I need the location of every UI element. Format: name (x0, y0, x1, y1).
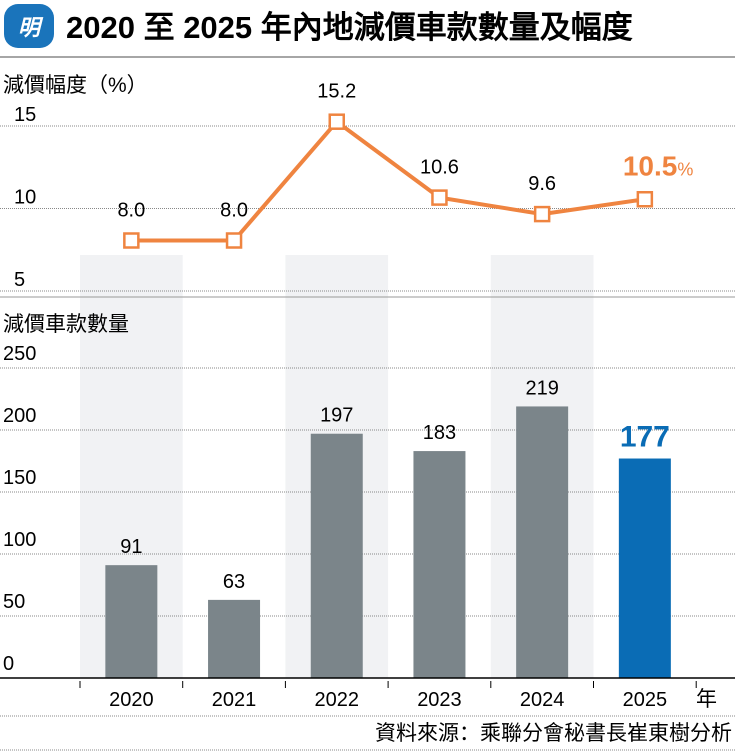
line-value-label: 15.2 (317, 81, 356, 103)
line-value-label: 10.5% (623, 150, 694, 181)
x-tick-label: 2021 (212, 689, 257, 711)
line-value-label: 8.0 (117, 200, 145, 222)
line-marker (533, 205, 551, 223)
x-tick-label: 2023 (417, 689, 462, 711)
bar-value-label: 91 (120, 536, 142, 558)
y-tick-label: 0 (3, 653, 14, 675)
bar (208, 599, 261, 678)
x-tick-label: 2025 (623, 689, 668, 711)
y-tick-label: 5 (14, 269, 25, 291)
bar-chart-title: 減價車款數量 (3, 313, 129, 336)
y-tick-label: 100 (3, 529, 36, 551)
chart-title: 2020 至 2025 年內地減價車款數量及幅度 (66, 10, 633, 45)
line-marker (328, 113, 345, 130)
x-tick-label: 2024 (520, 689, 565, 711)
y-tick-label: 150 (3, 467, 36, 489)
line-chart-title: 減價幅度（%） (3, 74, 148, 97)
percent-suffix: % (677, 159, 693, 179)
logo-text: 明 (18, 15, 44, 40)
y-tick-label: 15 (14, 104, 36, 126)
x-tick-label: 2020 (109, 689, 154, 711)
y-tick-label: 250 (3, 343, 36, 365)
line-marker (636, 191, 654, 208)
x-axis-label: 年 (696, 688, 717, 711)
bar (310, 433, 363, 678)
bar-value-label: 219 (525, 377, 558, 399)
bar (618, 458, 671, 678)
y-tick-label: 200 (3, 405, 36, 427)
bar (413, 451, 466, 678)
y-tick-label: 10 (14, 187, 36, 209)
line-value-label: 9.6 (528, 173, 556, 195)
source-note: 資料來源：乘聯分會秘書長崔東樹分析 (375, 722, 732, 745)
logo-icon (4, 4, 54, 48)
line-value-label: 8.0 (220, 200, 248, 222)
y-tick-label: 50 (3, 591, 25, 613)
x-tick-label: 2022 (315, 689, 360, 711)
bar-value-label: 183 (423, 422, 456, 444)
bar (105, 565, 158, 678)
bar-value-label: 197 (320, 405, 353, 427)
bar-value-label: 177 (620, 421, 670, 454)
line-marker (225, 232, 243, 249)
line-series (131, 118, 646, 243)
line-marker (431, 189, 448, 206)
value: 10.5 (623, 150, 678, 181)
bar-value-label: 63 (223, 571, 245, 593)
line-marker (123, 232, 140, 249)
bar (516, 406, 569, 678)
line-value-label: 10.6 (420, 157, 459, 179)
